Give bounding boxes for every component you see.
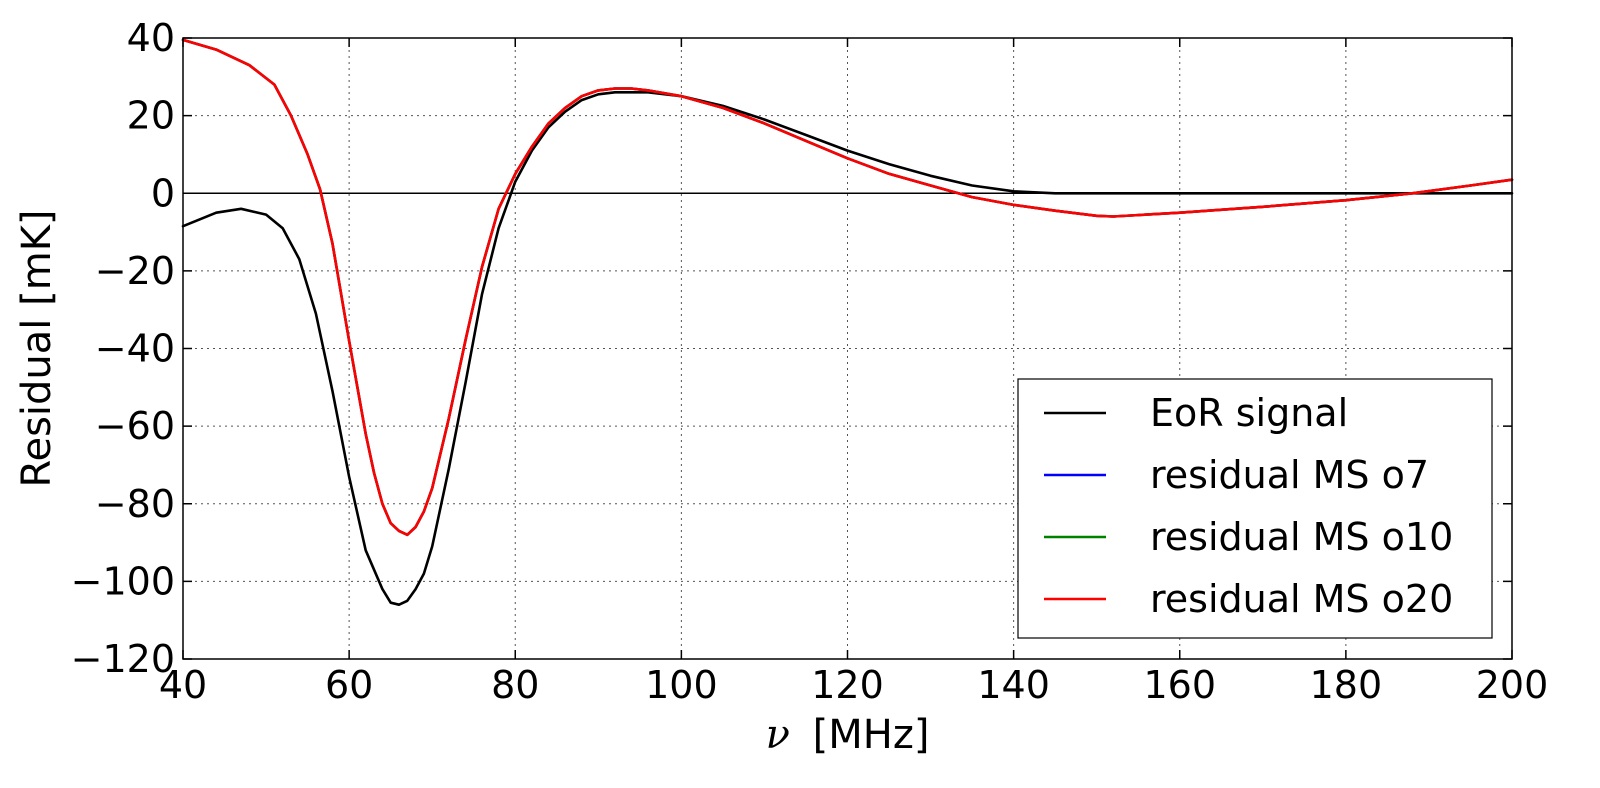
x-tick-label: 80 <box>491 663 539 707</box>
legend: EoR signal residual MS o7 residual MS o10 r… <box>1017 378 1493 639</box>
legend-label: residual MS o10 <box>1150 515 1453 559</box>
x-tick-label: 200 <box>1476 663 1549 707</box>
legend-label: residual MS o20 <box>1150 577 1453 621</box>
x-axis-label: ν [MHz] <box>766 712 930 758</box>
x-tick-label: 120 <box>811 663 884 707</box>
ticks <box>182 37 1513 660</box>
series-line <box>181 38 1514 537</box>
x-tick-label: 40 <box>159 663 207 707</box>
x-tick-label: 140 <box>977 663 1050 707</box>
y-axis-label: Residual [mK] <box>14 209 60 487</box>
x-tick-label: 160 <box>1143 663 1216 707</box>
x-tick-label: 60 <box>325 663 373 707</box>
x-axis-symbol: ν <box>766 712 790 758</box>
y-tick-label: 0 <box>151 171 175 215</box>
y-tick-label: 40 <box>127 16 175 60</box>
y-tick-label: −100 <box>71 559 175 603</box>
x-tick-label: 180 <box>1310 663 1383 707</box>
x-axis-unit: [MHz] <box>813 712 930 758</box>
y-tick-label: −80 <box>95 482 175 526</box>
legend-label: residual MS o7 <box>1150 453 1429 497</box>
legend-box <box>1017 378 1493 639</box>
y-tick-label: −20 <box>95 249 175 293</box>
y-tick-label: −120 <box>71 637 175 681</box>
x-tick-label: 100 <box>645 663 718 707</box>
y-tick-label: −40 <box>95 327 175 371</box>
series-lines <box>181 38 1514 607</box>
legend-label: EoR signal <box>1150 391 1348 435</box>
series-line <box>181 91 1514 607</box>
tick-labels: 40 60 80 100 120 140 160 180 20040200−20−40−60−8… <box>71 16 1549 707</box>
y-tick-label: −60 <box>95 404 175 448</box>
y-tick-label: 20 <box>127 94 175 138</box>
